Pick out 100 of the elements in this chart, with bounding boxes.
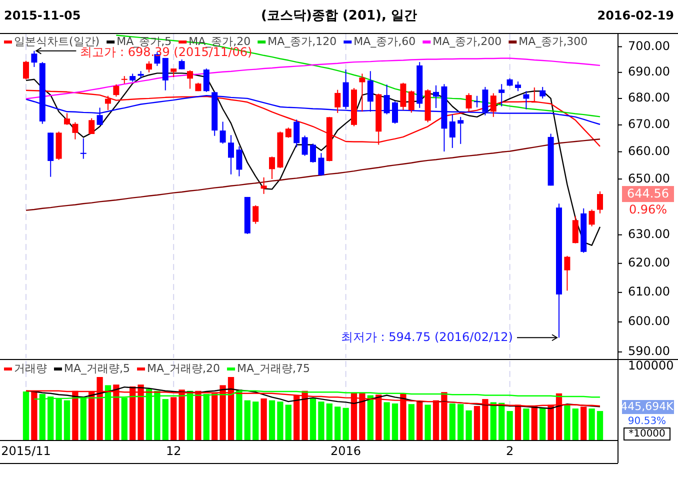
legend-label: 거래량 [14, 362, 47, 376]
candlestick [466, 92, 472, 112]
x-tick-label: 12 [166, 444, 182, 458]
candlestick [23, 60, 29, 80]
bar [334, 406, 341, 440]
candlestick [523, 90, 530, 110]
bar [326, 403, 332, 440]
candlestick [228, 134, 234, 175]
candlestick [252, 204, 259, 224]
text: 445,694K [620, 400, 674, 414]
x-tick-label: 2 [506, 444, 514, 458]
bar [564, 404, 570, 440]
legend-label: MA_종가,300 [518, 35, 588, 48]
candlestick [449, 114, 456, 148]
bar [170, 397, 177, 440]
y-tick-label: 610.00 [628, 284, 670, 299]
legend-label: MA_종가,200 [432, 35, 502, 48]
candlestick [72, 122, 78, 140]
bar [458, 404, 464, 440]
bar [490, 402, 496, 440]
candlestick [400, 82, 406, 111]
candlestick [540, 86, 546, 99]
bar [392, 403, 398, 440]
text: 644.56 [627, 186, 669, 200]
text: 2015-11-05 [4, 8, 81, 22]
y-tick-label: 690.00 [628, 64, 670, 79]
bar [22, 391, 30, 440]
candlestick [146, 60, 152, 73]
candlestick [236, 146, 242, 177]
candlestick [564, 255, 570, 292]
y-tick-label: 670.00 [628, 117, 670, 132]
candlestick [203, 68, 210, 92]
bar [367, 395, 374, 440]
bar [277, 402, 284, 440]
bar [596, 411, 604, 440]
candlestick [31, 50, 38, 68]
candlestick [178, 59, 185, 70]
candlestick [162, 57, 168, 91]
bar [498, 402, 505, 440]
bar [342, 408, 349, 440]
annotation: 최저가 : 594.75 (2016/02/12) [340, 330, 513, 344]
y-tick-label: 600.00 [628, 314, 670, 328]
y-tick-label: 590.00 [628, 344, 670, 358]
candlestick [260, 176, 267, 194]
legend-label: MA_종가,120 [268, 35, 337, 48]
candlestick [498, 84, 505, 107]
bar [408, 404, 414, 440]
bar [318, 402, 324, 440]
bar [252, 402, 259, 440]
bar [285, 404, 292, 440]
candlestick [187, 70, 193, 90]
candlestick [334, 89, 341, 114]
y-tick-label: 630.00 [628, 227, 670, 242]
candlestick [458, 116, 464, 144]
bar [310, 398, 316, 440]
bar [260, 398, 267, 440]
text: 2016-02-19 [597, 8, 674, 22]
legend-title: 일본식차트(일간) [14, 35, 100, 48]
y-tick-label: 620.00 [628, 256, 670, 270]
bar [384, 402, 390, 440]
bar [523, 408, 530, 440]
candlestick [285, 127, 292, 138]
candlestick [113, 84, 120, 98]
candlestick [359, 73, 366, 112]
bar [424, 404, 431, 440]
bar [540, 408, 546, 440]
y-tick-label: 650.00 [628, 171, 670, 186]
y-tick-label: 700.00 [628, 38, 670, 53]
legend-label: MA_종가,60 [354, 35, 416, 48]
candlestick [294, 119, 300, 148]
candlestick [490, 92, 496, 118]
bar [449, 403, 456, 440]
candlestick [433, 84, 439, 108]
candlestick [220, 121, 226, 144]
legend-label: MA_거래량,5 [64, 362, 130, 376]
y-tick-label: 680.00 [628, 90, 670, 105]
candlestick [597, 190, 603, 214]
legend-label: MA_거래량,75 [237, 362, 310, 376]
bar [588, 408, 595, 440]
candlestick [269, 156, 275, 180]
chart-title: (코스닥)종합 (201), 일간 [261, 8, 417, 24]
text: 0.96% [628, 202, 668, 216]
x-tick-label: 2015/11 [1, 444, 51, 458]
bar [466, 410, 472, 440]
candlestick [515, 80, 521, 92]
candlestick [302, 135, 308, 156]
candlestick [318, 152, 324, 176]
legend-label: MA_종가,20 [188, 35, 251, 48]
bar [244, 400, 250, 440]
text: 90.53% [628, 416, 666, 427]
candlestick [408, 90, 414, 114]
bar [268, 400, 276, 440]
candlestick [88, 118, 95, 134]
candlestick [474, 95, 480, 108]
line-series [25, 58, 601, 100]
text: 100000 [628, 358, 674, 372]
bar [162, 399, 168, 440]
text: *10000 [628, 428, 666, 440]
candlestick [80, 138, 86, 160]
candlestick [572, 216, 578, 244]
